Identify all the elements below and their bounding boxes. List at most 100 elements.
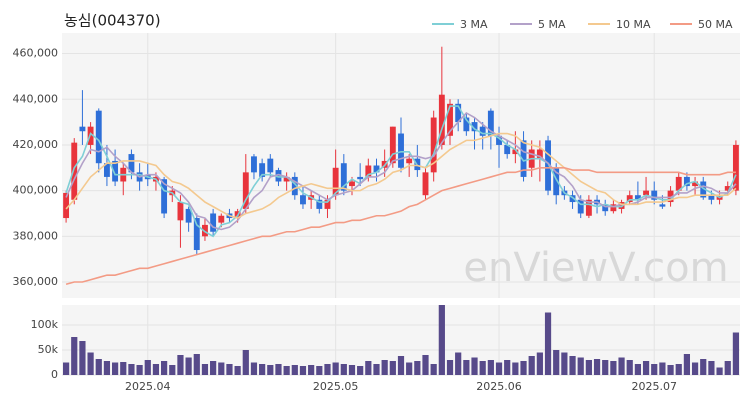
volume-bar [226, 364, 233, 375]
volume-bar [169, 365, 176, 375]
volume-bar [536, 352, 543, 375]
candle-body [651, 190, 658, 200]
volume-bar [348, 365, 356, 375]
candle-body [708, 195, 715, 200]
candle-body [218, 215, 225, 223]
volume-bar [324, 364, 331, 375]
volume-bar [177, 355, 184, 375]
candle-body [275, 170, 282, 182]
volume-bar [185, 357, 192, 375]
volume-bar [667, 365, 674, 375]
x-tick-label: 2025.07 [631, 380, 677, 393]
volume-bar [479, 361, 486, 375]
volume-bar [397, 356, 405, 375]
volume-bar [683, 354, 691, 375]
candle-body [430, 117, 437, 173]
volume-bar [259, 364, 266, 375]
volume-bar [471, 357, 478, 375]
volume-bar [577, 357, 584, 375]
candle-body [700, 181, 707, 198]
candle-body [585, 199, 592, 216]
volume-tick-label: 50k [38, 343, 59, 356]
volume-bar [626, 360, 633, 375]
candle-body [438, 94, 445, 145]
volume-bar [446, 360, 454, 375]
candle-body [471, 122, 478, 132]
volume-bar [602, 360, 609, 375]
volume-bar [365, 361, 372, 375]
volume-bar [373, 364, 380, 375]
volume-bar [544, 312, 552, 375]
y-tick-label: 420,000 [13, 138, 59, 151]
candle-body [512, 149, 519, 155]
candle-body [332, 167, 339, 196]
volume-bar [250, 362, 258, 375]
candle-body [610, 204, 617, 212]
y-tick-label: 360,000 [13, 275, 59, 288]
volume-bar [144, 360, 151, 375]
volume-bar [716, 367, 723, 375]
volume-bar [593, 359, 601, 375]
candle-body [349, 181, 355, 187]
candle-body [504, 144, 511, 155]
candle-body [71, 142, 78, 200]
candle-body [520, 140, 527, 177]
y-tick-label: 400,000 [13, 184, 59, 197]
volume-bar [406, 362, 413, 375]
volume-bar [210, 361, 217, 375]
x-tick-label: 2025.04 [125, 380, 171, 393]
candle-body [692, 181, 699, 187]
candle-body [398, 133, 404, 168]
volume-bar [732, 332, 740, 375]
volume-bar [234, 366, 241, 375]
candle-body [177, 202, 184, 221]
volume-bar [357, 366, 364, 375]
candle-body [667, 190, 674, 203]
volume-bar [389, 361, 396, 375]
volume-bar [504, 360, 511, 375]
y-tick-label: 440,000 [13, 92, 59, 105]
volume-bar [618, 357, 625, 375]
volume-bar [62, 362, 70, 375]
candle-body [324, 199, 331, 209]
candle-body [675, 176, 682, 191]
volume-bar [553, 350, 560, 375]
candle-body [210, 213, 217, 232]
volume-bar [675, 364, 682, 375]
candle-body [357, 176, 364, 180]
candle-body [112, 160, 119, 182]
volume-bar [299, 366, 307, 375]
candle-body [618, 202, 625, 209]
watermark: enViewV.com [463, 245, 728, 291]
candle-body [577, 199, 584, 214]
candle-body [103, 163, 110, 177]
candle-body [316, 199, 323, 209]
legend-label: 10 MA [616, 18, 651, 31]
candle-body [626, 195, 633, 203]
volume-tick-label: 0 [51, 368, 58, 381]
volume-bar [193, 354, 200, 375]
volume-bar [487, 360, 494, 375]
candle-body [479, 126, 486, 136]
volume-bar [136, 365, 143, 375]
volume-bar [528, 356, 535, 375]
candle-body [340, 163, 347, 191]
candle-body [659, 204, 666, 207]
candle-body [242, 172, 249, 209]
volume-bar [585, 360, 592, 375]
candle-body [545, 140, 551, 191]
volume-bar [610, 361, 617, 375]
x-tick-label: 2025.05 [313, 380, 359, 393]
candle-body [553, 167, 560, 196]
candle-body [487, 110, 494, 136]
y-tick-label: 460,000 [13, 47, 59, 60]
volume-bar [381, 360, 388, 375]
volume-bar [569, 356, 576, 375]
volume-bar [103, 361, 111, 375]
volume-bar [152, 364, 160, 375]
legend-label: 3 MA [460, 18, 488, 31]
volume-bar [242, 350, 249, 375]
candle-body [455, 103, 462, 123]
candle-body [732, 144, 739, 191]
